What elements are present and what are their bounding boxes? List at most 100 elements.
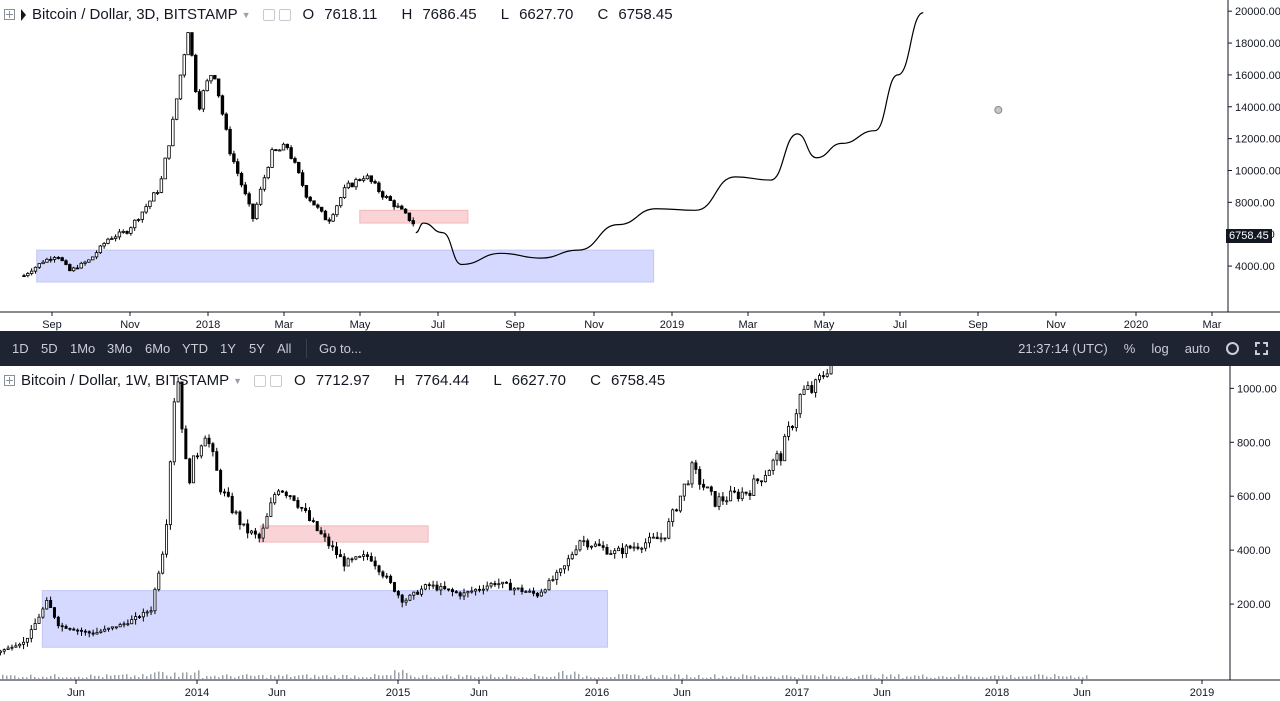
range-5y[interactable]: 5Y bbox=[249, 341, 265, 356]
range-ytd[interactable]: YTD bbox=[182, 341, 208, 356]
volume-bar bbox=[378, 675, 380, 679]
volume-bar bbox=[282, 675, 284, 679]
chevron-down-icon[interactable]: ▼ bbox=[241, 9, 251, 20]
top-legend: Bitcoin / Dollar, 3D, BITSTAMP ▼ O 7618.1… bbox=[4, 6, 693, 23]
volume-bar bbox=[454, 677, 456, 679]
drag-handle-marker[interactable] bbox=[994, 105, 1003, 114]
support-zone[interactable] bbox=[36, 249, 655, 283]
volume-bar bbox=[802, 674, 804, 679]
top-symbol-title[interactable]: Bitcoin / Dollar, 3D, BITSTAMP bbox=[32, 6, 238, 23]
settings-icon[interactable] bbox=[270, 374, 283, 387]
gear-icon[interactable] bbox=[1226, 342, 1239, 355]
auto-toggle[interactable]: auto bbox=[1184, 341, 1210, 356]
candle-body bbox=[308, 196, 312, 202]
volume-bar bbox=[62, 677, 64, 679]
goto-button[interactable]: Go to... bbox=[319, 341, 362, 356]
candle bbox=[590, 545, 594, 550]
candle bbox=[297, 161, 301, 174]
eye-icon[interactable] bbox=[254, 374, 267, 387]
low-label: L bbox=[500, 6, 510, 23]
support-zone[interactable] bbox=[41, 590, 609, 648]
settings-icon[interactable] bbox=[278, 8, 291, 21]
candle-body bbox=[566, 558, 570, 567]
volume-bar bbox=[750, 676, 752, 679]
resistance-zone[interactable] bbox=[259, 525, 429, 543]
volume-bar bbox=[426, 674, 428, 679]
volume-bar bbox=[138, 677, 140, 679]
candle-body bbox=[201, 90, 206, 110]
percent-toggle[interactable]: % bbox=[1123, 341, 1136, 356]
volume-bar bbox=[734, 676, 736, 679]
bottom-symbol-title[interactable]: Bitcoin / Dollar, 1W, BITSTAMP bbox=[21, 372, 230, 389]
volume-bar bbox=[874, 677, 876, 679]
volume-bar bbox=[210, 676, 212, 679]
candle-body bbox=[219, 469, 223, 493]
volume-bar bbox=[738, 677, 740, 679]
candle bbox=[300, 506, 304, 512]
volume-bar bbox=[506, 674, 508, 679]
volume-bar bbox=[174, 672, 176, 679]
volume-bar bbox=[30, 674, 32, 679]
candle bbox=[300, 169, 305, 188]
candle-body bbox=[524, 591, 528, 593]
candle-body bbox=[222, 491, 226, 494]
candle-body bbox=[748, 492, 752, 496]
candle bbox=[255, 202, 259, 220]
candle bbox=[628, 544, 632, 550]
range-3mo[interactable]: 3Mo bbox=[107, 341, 133, 356]
candle-body bbox=[312, 200, 316, 206]
expand-icon[interactable] bbox=[4, 375, 15, 386]
candle bbox=[412, 591, 416, 600]
expand-icon[interactable] bbox=[4, 9, 15, 20]
candle bbox=[384, 194, 389, 199]
candle bbox=[396, 203, 400, 209]
candle bbox=[253, 527, 257, 539]
candle-body bbox=[141, 611, 145, 618]
range-6mo[interactable]: 6Mo bbox=[145, 341, 171, 356]
top-x-axis[interactable]: Sep Nov 2018 Mar May Jul Sep Nov 2019 Mar May Jul Se… bbox=[42, 312, 1222, 331]
candle-body bbox=[783, 435, 787, 462]
volume-bar bbox=[226, 674, 228, 679]
candle-body bbox=[609, 553, 613, 555]
bottom-x-axis[interactable]: Jun 2014 Jun 2015 Jun 2016 Jun 2017 Jun 2018 Jun 20… bbox=[67, 680, 1214, 699]
volume-bar bbox=[1006, 677, 1008, 679]
candle-body bbox=[443, 585, 447, 590]
candle-body bbox=[117, 231, 122, 238]
candle bbox=[601, 541, 605, 551]
candle bbox=[182, 53, 186, 78]
candle-body bbox=[323, 210, 328, 221]
eye-icon[interactable] bbox=[262, 8, 275, 21]
candle bbox=[106, 237, 110, 245]
bottom-y-axis[interactable]: 200.00 400.00 600.00 800.00 1000.00 bbox=[1230, 383, 1277, 611]
fullscreen-icon[interactable] bbox=[1255, 342, 1268, 355]
top-chart-pane[interactable]: 4000.006000.008000.0010000.0012000.00140… bbox=[0, 0, 1280, 331]
volume-bar bbox=[254, 676, 256, 679]
candle bbox=[760, 480, 764, 487]
candle-body bbox=[373, 181, 377, 184]
range-1d[interactable]: 1D bbox=[12, 341, 29, 356]
candle bbox=[79, 261, 83, 269]
candle bbox=[307, 507, 311, 522]
log-toggle[interactable]: log bbox=[1151, 341, 1169, 356]
candle-body bbox=[377, 565, 381, 573]
range-1y[interactable]: 1Y bbox=[220, 341, 236, 356]
candle bbox=[195, 452, 199, 460]
chevron-down-icon[interactable]: ▼ bbox=[233, 375, 243, 386]
candle-body bbox=[644, 542, 648, 549]
range-all[interactable]: All bbox=[277, 341, 292, 356]
volume-bar bbox=[250, 675, 252, 679]
volume-bar bbox=[522, 677, 524, 679]
candle bbox=[149, 606, 153, 616]
volume-bar bbox=[554, 676, 556, 679]
range-5d[interactable]: 5D bbox=[41, 341, 58, 356]
candle-body bbox=[694, 462, 698, 470]
candle bbox=[613, 547, 617, 559]
utc-clock[interactable]: 21:37:14 (UTC) bbox=[1018, 341, 1108, 356]
candle-body bbox=[277, 490, 281, 495]
bottom-chart-pane[interactable]: 200.00 400.00 600.00 800.00 1000.00 Jun 2014 J… bbox=[0, 366, 1280, 701]
range-1mo[interactable]: 1Mo bbox=[70, 341, 96, 356]
candle bbox=[617, 545, 621, 552]
top-chart-svg[interactable]: 4000.006000.008000.0010000.0012000.00140… bbox=[0, 0, 1280, 331]
volume-bar bbox=[634, 674, 636, 679]
